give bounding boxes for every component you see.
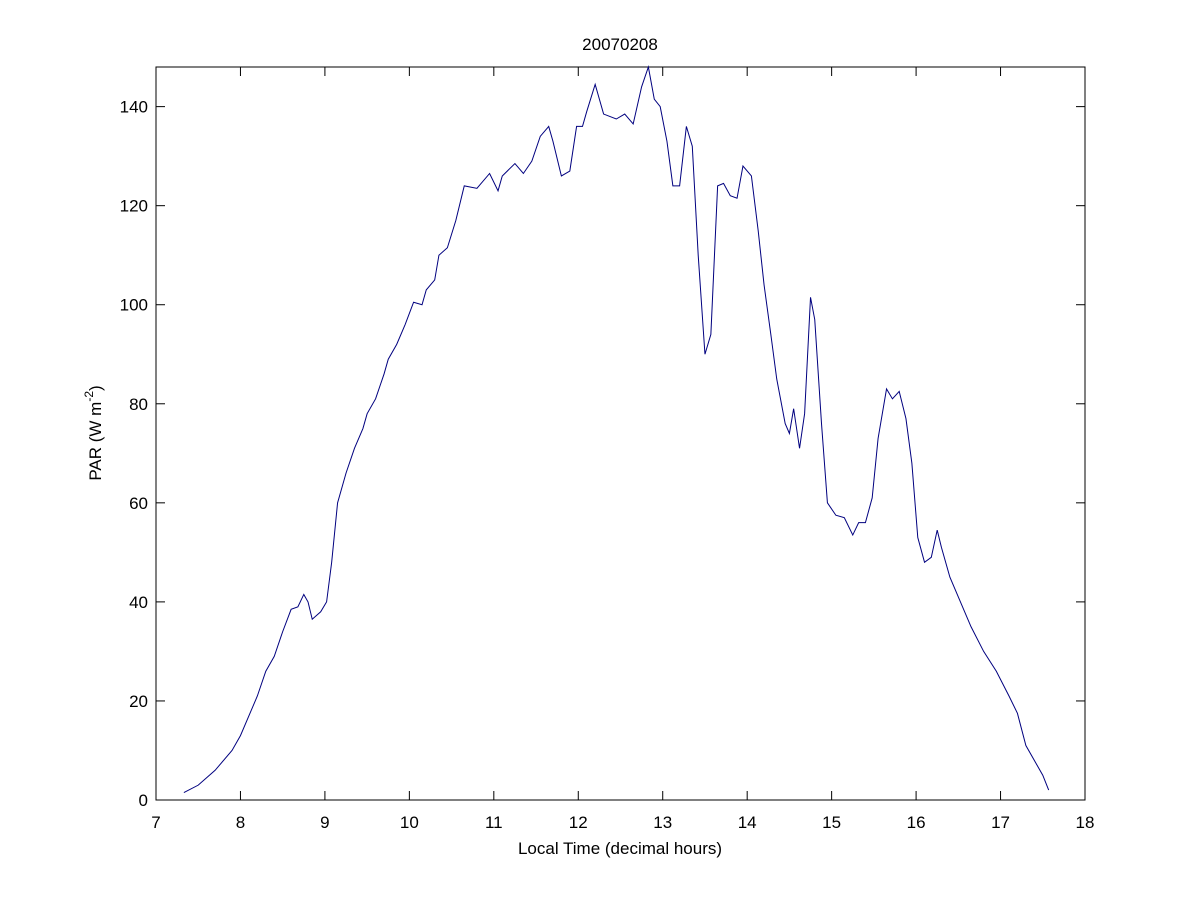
x-axis-label: Local Time (decimal hours): [518, 839, 722, 858]
y-tick-label: 80: [129, 395, 148, 414]
x-tick-label: 15: [822, 813, 841, 832]
y-tick-label: 100: [120, 296, 148, 315]
chart-title: 20070208: [582, 35, 658, 54]
data-line: [183, 65, 1050, 794]
x-tick-label: 13: [653, 813, 672, 832]
x-tick-label: 17: [991, 813, 1010, 832]
x-tick-label: 11: [485, 813, 503, 832]
y-label-end: ): [86, 385, 105, 391]
x-tick-label: 10: [400, 813, 419, 832]
y-tick-label: 0: [139, 791, 148, 810]
x-tick-label: 16: [907, 813, 926, 832]
y-tick-label: 140: [120, 98, 148, 117]
x-tick-label: 8: [236, 813, 245, 832]
y-tick-label: 120: [120, 197, 148, 216]
x-tick-label: 9: [320, 813, 329, 832]
y-label-text: PAR (W m: [86, 402, 105, 481]
x-tick-label: 7: [151, 813, 160, 832]
x-tick-label: 14: [738, 813, 757, 832]
y-tick-label: 40: [129, 593, 148, 612]
y-tick-label: 20: [129, 692, 148, 711]
y-label-sup: -2: [82, 391, 96, 402]
plot-frame: [155, 66, 1086, 801]
x-tick-label: 18: [1076, 813, 1095, 832]
x-tick-label: 12: [569, 813, 588, 832]
y-axis-label: PAR (W m-2): [82, 385, 105, 480]
y-tick-label: 60: [129, 494, 148, 513]
